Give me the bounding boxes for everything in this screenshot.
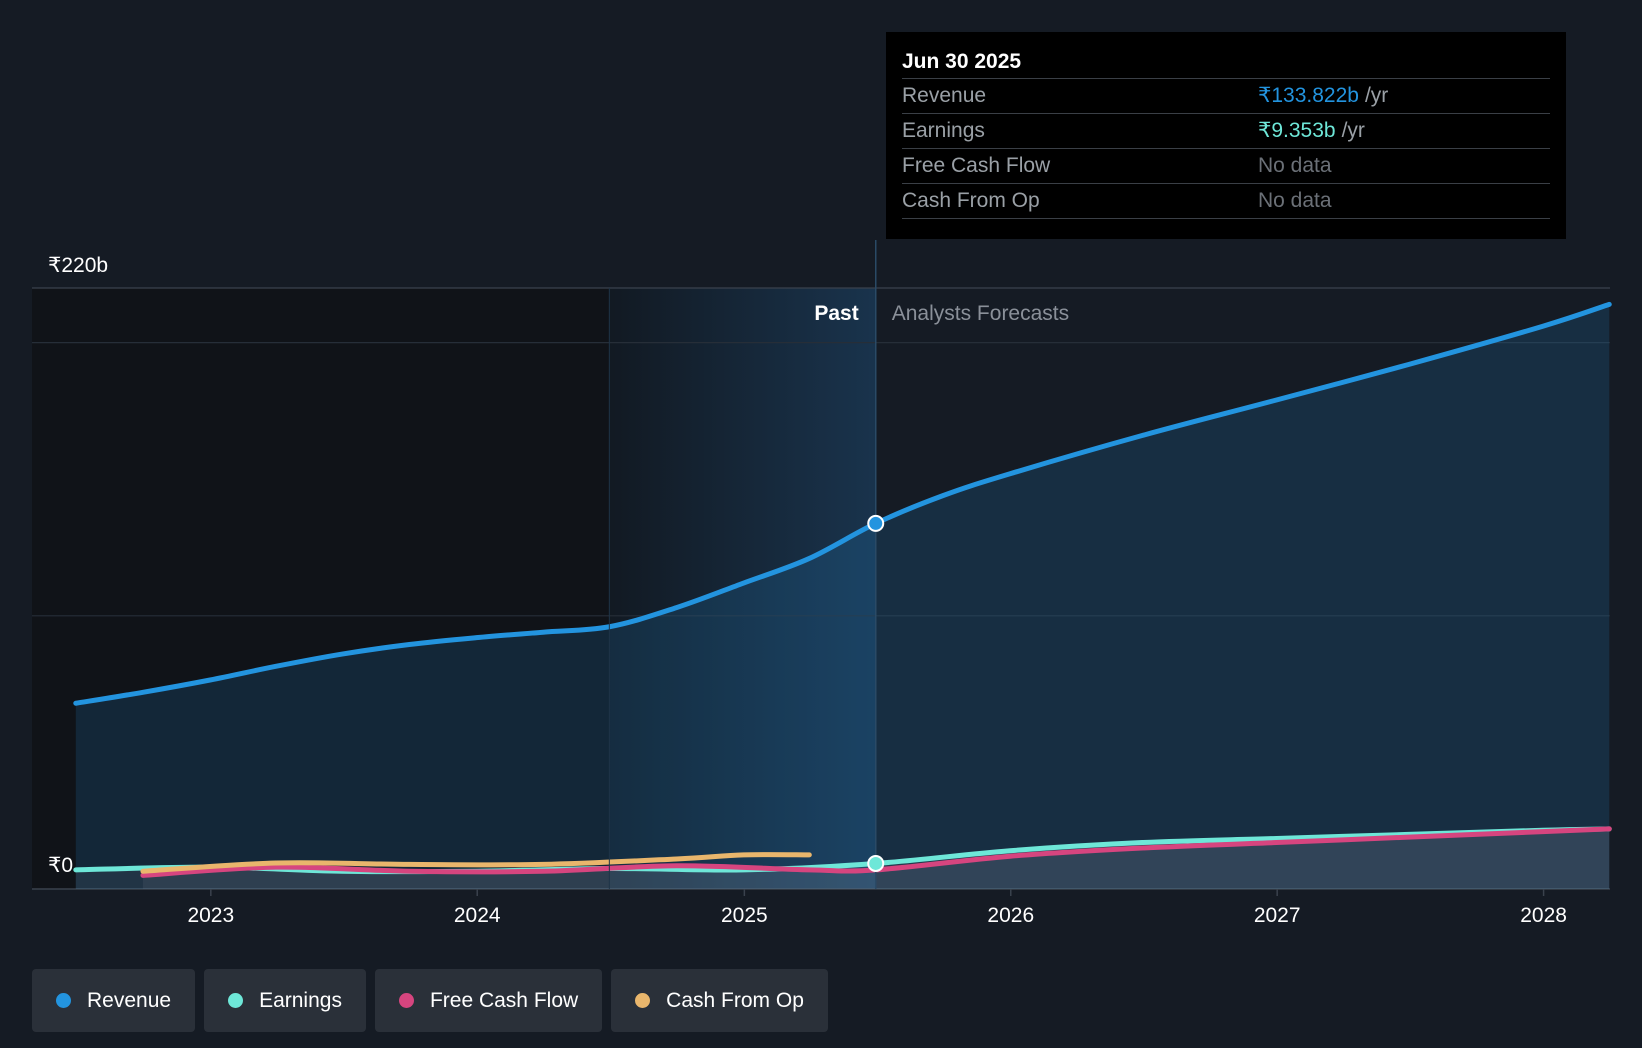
tooltip-value: ₹9.353b: [1258, 119, 1336, 142]
revenue-marker: [867, 514, 885, 532]
x-tick-label: 2024: [454, 904, 501, 927]
tooltip-row-earnings: Earnings ₹9.353b /yr: [902, 113, 1550, 148]
past-label: Past: [814, 302, 858, 325]
tooltip-unit: /yr: [1341, 119, 1365, 142]
tooltip-label: Free Cash Flow: [902, 154, 1051, 177]
tooltip-label: Cash From Op: [902, 189, 1040, 212]
legend: Revenue Earnings Free Cash Flow Cash Fro…: [32, 969, 828, 1032]
past-highlight-region: [609, 288, 876, 889]
tooltip-row-revenue: Revenue ₹133.822b /yr: [902, 78, 1550, 113]
cash-from-op-dot-icon: [635, 993, 651, 1008]
legend-item-revenue[interactable]: Revenue: [32, 969, 196, 1032]
free-cash-flow-dot-icon: [398, 993, 414, 1008]
x-tick-label: 2026: [987, 904, 1034, 927]
tooltip-row-cash-from-op: Cash From Op No data: [902, 183, 1550, 219]
data-tooltip: Jun 30 2025 Revenue ₹133.822b /yr Earnin…: [886, 32, 1566, 239]
gridlines: [32, 287, 1610, 890]
x-tick-label: 2023: [187, 904, 234, 927]
legend-label: Free Cash Flow: [429, 988, 579, 1012]
revenue-area: [75, 304, 1610, 890]
legend-item-free-cash-flow[interactable]: Free Cash Flow: [374, 969, 603, 1032]
x-tick-label: 2028: [1520, 904, 1567, 927]
tooltip-value: ₹133.822b: [1258, 84, 1359, 107]
earnings-marker: [867, 854, 885, 872]
axis-ticks: ₹220b ₹0 2023 2024 2025 2026 2027 2028: [48, 254, 1567, 927]
chart: ₹220b ₹0 2023 2024 2025 2026 2027 2028 Past Ana…: [32, 240, 1612, 927]
x-tick-label: 2027: [1254, 904, 1301, 927]
tooltip-value: No data: [1258, 189, 1332, 212]
legend-label: Earnings: [259, 988, 342, 1012]
legend-label: Revenue: [87, 988, 172, 1012]
tooltip-date: Jun 30 2025: [902, 50, 1022, 73]
x-tick-label: 2025: [721, 904, 768, 927]
series-markers: [867, 514, 885, 872]
tooltip-unit: /yr: [1364, 84, 1389, 107]
forecast-label: Analysts Forecasts: [892, 302, 1069, 325]
tooltip-label: Earnings: [902, 119, 985, 142]
tooltip-label: Revenue: [902, 84, 987, 107]
revenue-line: [73, 301, 1612, 706]
tooltip-value: No data: [1258, 154, 1332, 177]
legend-item-earnings[interactable]: Earnings: [204, 969, 366, 1032]
legend-label: Cash From Op: [666, 988, 804, 1012]
legend-item-cash-from-op[interactable]: Cash From Op: [611, 969, 828, 1032]
tooltip-row-free-cash-flow: Free Cash Flow No data: [902, 148, 1550, 183]
cash-from-op-line: [140, 852, 812, 874]
revenue-dot-icon: [56, 993, 71, 1008]
y-tick-label: ₹0: [48, 854, 73, 877]
earnings-dot-icon: [228, 993, 244, 1008]
y-tick-label: ₹220b: [48, 254, 108, 277]
